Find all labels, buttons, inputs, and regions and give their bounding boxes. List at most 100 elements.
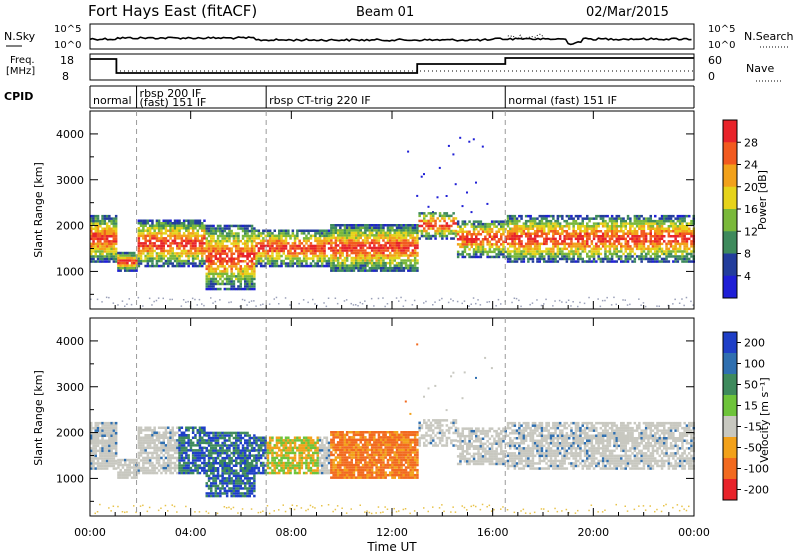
echo-cell [124,264,127,267]
echo-cell [176,456,179,460]
echo-cell [379,246,383,250]
echo-cell [225,477,229,480]
echo-cell [495,220,498,223]
echo-cell [515,252,519,256]
echo-cell [368,269,372,272]
echo-cell [300,252,304,255]
echo-cell [416,261,419,265]
echo-cell [212,431,215,435]
echo-cell [404,254,408,257]
echo-cell [110,230,113,233]
echo-cell [205,454,208,457]
echo-cell [407,264,410,267]
echo-cell [391,259,394,262]
echo-cell [230,275,233,278]
echo-cell [563,237,566,241]
echo-cell [361,264,365,267]
echo-cell [112,421,116,425]
echo-cell [203,429,206,432]
echo-cell [515,232,519,235]
echo-cell [219,459,222,462]
echo-cell [230,260,233,263]
echo-cell [160,451,163,455]
echo-cell [117,466,120,469]
echo-cell [96,459,100,463]
echo-cell [633,235,637,238]
echo-cell [500,220,503,223]
echo-cell [382,226,385,230]
echo-cell [658,242,661,246]
echo-cell [484,238,487,241]
echo-cell [663,219,666,223]
echo-cell [176,219,179,222]
echo-cell [151,244,154,248]
echo-cell [268,303,271,305]
echo-cell [110,454,113,458]
echo-cell [112,452,116,455]
echo-cell [443,229,446,233]
echo-cell [182,239,186,243]
echo-cell [685,232,689,235]
echo-cell [201,426,204,429]
echo-cell [663,240,666,243]
echo-cell [529,255,532,258]
echo-cell [191,259,195,263]
echo-cell [191,254,195,258]
echo-cell [475,248,478,251]
echo-cell [201,454,204,457]
echo-cell [423,173,425,176]
echo-cell [520,305,522,308]
echo-cell [237,224,240,228]
echo-cell [103,242,107,246]
echo-cell [300,262,304,265]
echo-cell [198,466,202,470]
echo-cell [169,434,172,437]
echo-cell [101,424,104,427]
echo-cell [210,436,213,440]
echo-cell [189,439,193,442]
echo-cell [262,229,265,232]
echo-cell [583,235,587,238]
echo-cell [341,244,344,247]
echo-cell [586,225,589,228]
echo-cell [210,472,213,475]
echo-cell [164,219,168,222]
echo-cell [432,219,435,223]
echo-cell [613,232,616,235]
echo-cell [244,272,247,276]
echo-cell [264,254,267,258]
echo-cell [400,251,403,255]
echo-cell [445,195,448,197]
echo-cell [173,446,177,450]
echo-cell [409,251,412,255]
echo-cell [96,225,100,228]
echo-cell [647,219,650,223]
echo-cell [572,230,575,233]
echo-cell [105,464,109,468]
echo-cell [219,252,222,255]
echo-cell [164,451,168,455]
echo-cell [169,459,172,462]
echo-cell [305,234,308,238]
echo-cell [592,225,596,228]
echo-cell [257,254,261,258]
echo-cell [137,222,141,225]
echo-cell [275,296,278,299]
echo-cell [94,232,97,235]
echo-cell [223,487,227,490]
echo-cell [171,429,174,432]
echo-cell [148,441,152,445]
echo-cell [330,249,333,252]
echo-cell [178,441,181,445]
echo-cell [112,252,116,256]
echo-cell [425,232,428,235]
echo-cell [194,232,197,235]
echo-cell [155,454,159,457]
echo-cell [527,214,530,218]
echo-cell [355,304,357,306]
echo-cell [103,426,107,430]
echo-cell [182,234,186,238]
echo-cell [219,249,222,253]
echo-cell [370,249,374,252]
echo-cell [250,277,254,281]
